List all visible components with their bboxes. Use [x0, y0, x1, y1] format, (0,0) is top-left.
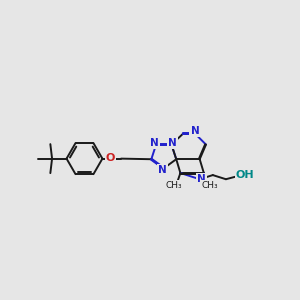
Text: N: N [168, 137, 177, 148]
Text: CH₃: CH₃ [165, 181, 182, 190]
Text: CH₃: CH₃ [202, 181, 218, 190]
Text: N: N [197, 174, 206, 184]
Text: N: N [190, 126, 199, 136]
Text: O: O [106, 153, 115, 163]
Text: N: N [158, 165, 167, 175]
Text: N: N [150, 138, 159, 148]
Text: OH: OH [236, 170, 254, 180]
